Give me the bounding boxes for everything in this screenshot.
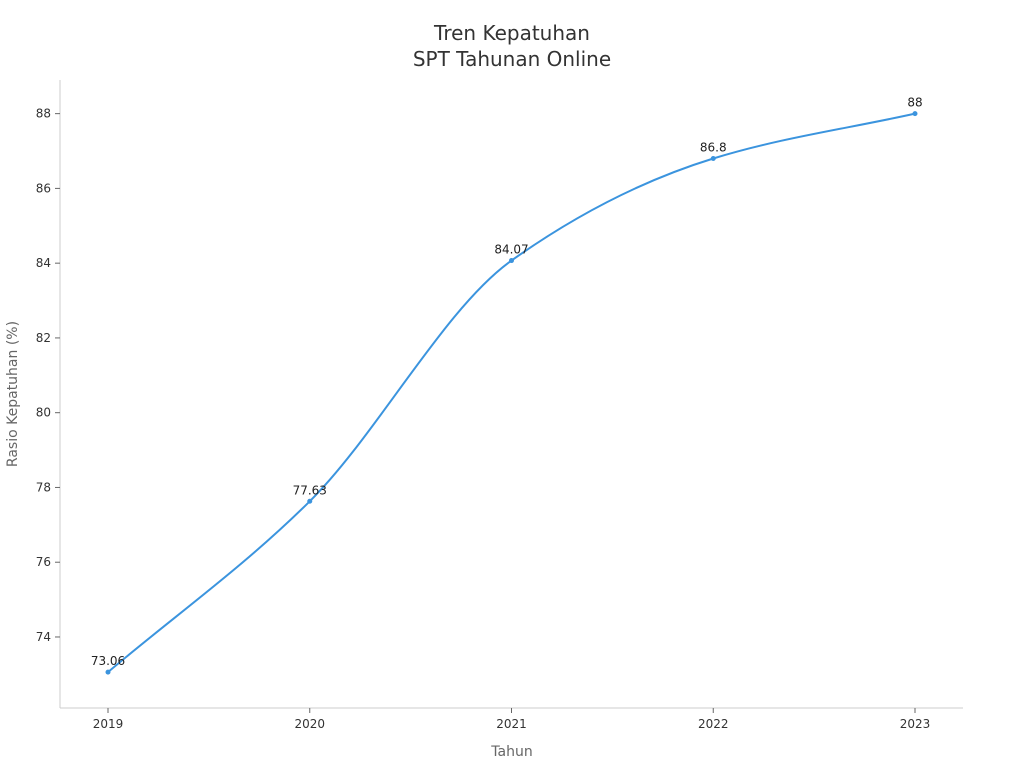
y-tick-label: 86 xyxy=(36,181,51,195)
chart-title: Tren Kepatuhan SPT Tahunan Online xyxy=(0,20,1024,72)
data-point[interactable] xyxy=(105,669,111,675)
x-axis-ticks: 2019 2020 2021 2022 2023 xyxy=(93,708,931,731)
data-point[interactable] xyxy=(509,258,514,264)
y-axis-ticks: 74 76 78 80 82 84 86 88 xyxy=(36,107,60,644)
x-axis-title: Tahun xyxy=(490,744,532,760)
axes xyxy=(59,80,963,709)
y-axis-title: Rasio Kepatuhan (%) xyxy=(5,321,21,467)
y-tick-label: 88 xyxy=(36,107,51,121)
data-points xyxy=(105,111,918,675)
x-tick-label: 2022 xyxy=(698,717,729,731)
y-tick-label: 74 xyxy=(36,630,51,644)
series-group xyxy=(107,112,916,674)
data-point[interactable] xyxy=(912,111,918,117)
series-line xyxy=(107,112,916,674)
data-point[interactable] xyxy=(710,156,716,161)
x-tick-label: 2023 xyxy=(900,717,931,731)
data-label: 88 xyxy=(907,96,922,110)
x-tick-label: 2019 xyxy=(93,717,124,731)
x-tick-label: 2021 xyxy=(496,717,527,731)
y-tick-label: 78 xyxy=(36,480,51,494)
data-point[interactable] xyxy=(307,498,313,504)
data-label: 84.07 xyxy=(494,243,528,257)
y-tick-label: 80 xyxy=(36,406,51,420)
chart-title-line-1: Tren Kepatuhan xyxy=(434,21,590,45)
x-tick-label: 2020 xyxy=(294,717,325,731)
data-label: 73.06 xyxy=(91,654,125,668)
y-tick-label: 76 xyxy=(36,555,51,569)
chart-title-line-2: SPT Tahunan Online xyxy=(412,47,612,71)
data-labels: 73.06 77.63 84.07 86.8 88 xyxy=(91,96,923,668)
y-tick-label: 84 xyxy=(36,256,51,270)
data-label: 77.63 xyxy=(293,483,327,497)
data-label: 86.8 xyxy=(700,141,727,155)
y-tick-label: 82 xyxy=(36,331,51,345)
